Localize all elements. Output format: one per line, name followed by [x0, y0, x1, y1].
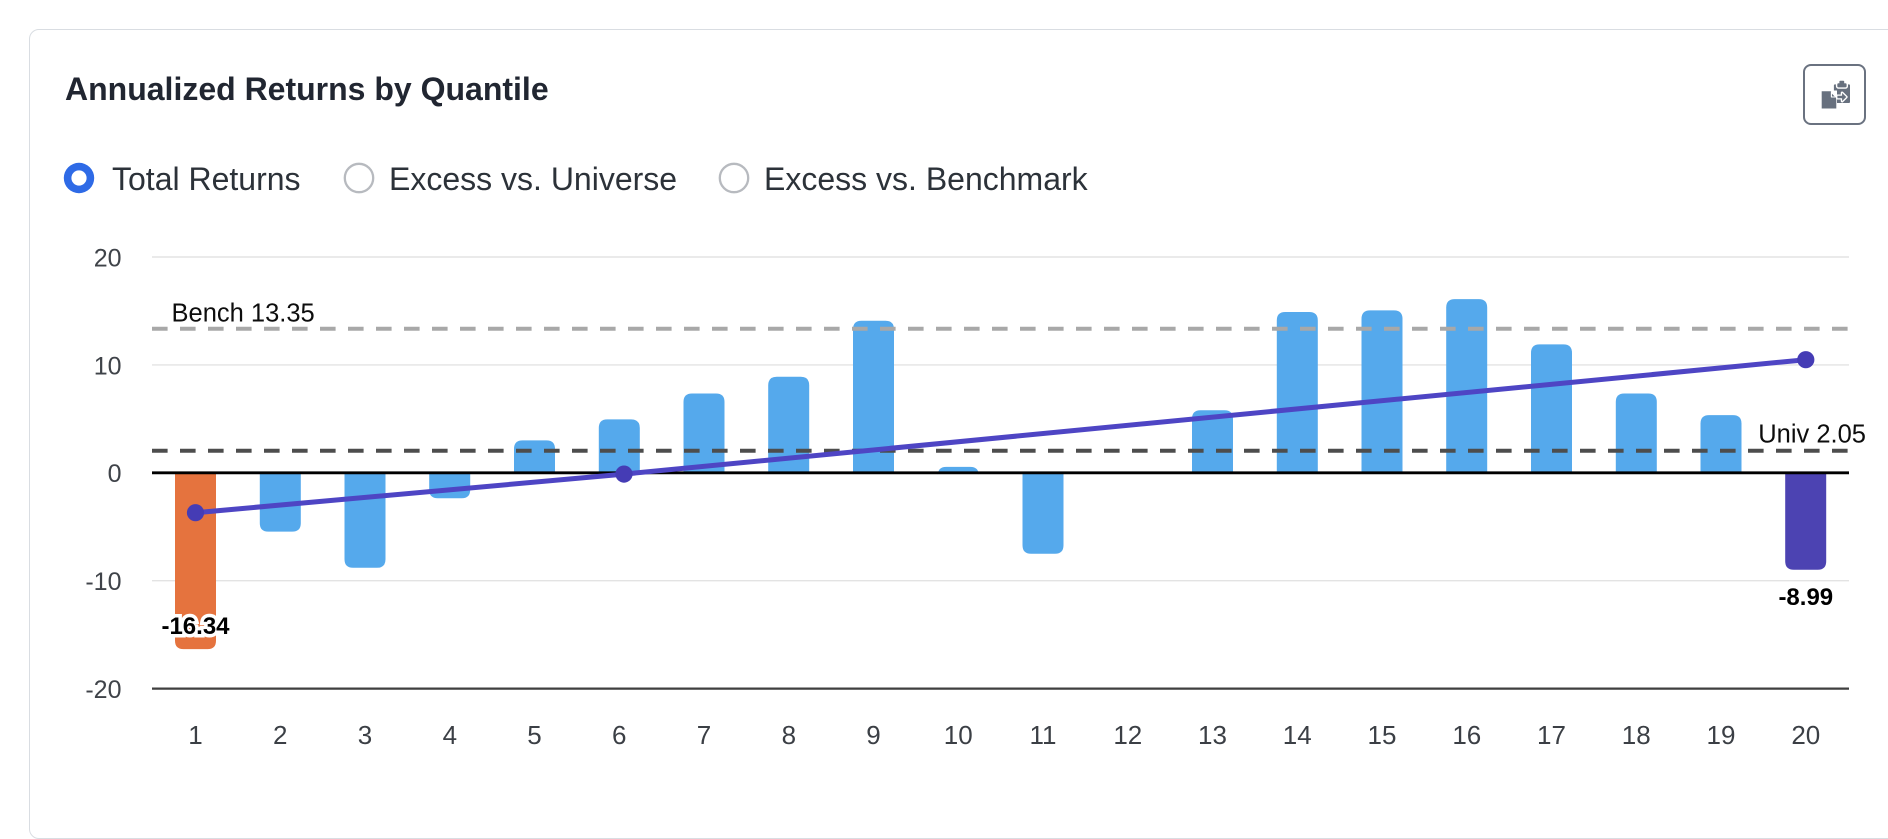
svg-text:-10: -10 [85, 568, 121, 596]
svg-text:19: 19 [1707, 720, 1736, 750]
svg-text:6: 6 [612, 720, 626, 750]
svg-text:5: 5 [527, 720, 541, 750]
svg-text:4: 4 [443, 720, 457, 750]
svg-text:16: 16 [1452, 720, 1481, 750]
svg-text:2: 2 [273, 720, 287, 750]
svg-text:8: 8 [782, 720, 796, 750]
svg-text:7: 7 [697, 720, 711, 750]
svg-text:3: 3 [358, 720, 372, 750]
svg-text:15: 15 [1368, 720, 1397, 750]
svg-text:9: 9 [866, 720, 880, 750]
svg-text:17: 17 [1537, 720, 1566, 750]
svg-text:-8.99: -8.99 [1778, 584, 1833, 611]
svg-text:-20: -20 [85, 676, 121, 704]
svg-text:10: 10 [944, 720, 973, 750]
svg-text:10: 10 [94, 352, 122, 380]
svg-text:0: 0 [108, 460, 122, 488]
svg-text:Univ 2.05: Univ 2.05 [1758, 421, 1866, 449]
svg-text:20: 20 [94, 244, 122, 272]
svg-text:12: 12 [1113, 720, 1142, 750]
svg-text:11: 11 [1030, 720, 1057, 750]
svg-text:20: 20 [1791, 720, 1820, 750]
svg-text:13: 13 [1198, 720, 1227, 750]
svg-text:18: 18 [1622, 720, 1651, 750]
svg-text:14: 14 [1283, 720, 1312, 750]
svg-text:1: 1 [188, 720, 202, 750]
svg-text:-16.34: -16.34 [161, 613, 230, 640]
svg-text:Bench 13.35: Bench 13.35 [172, 300, 315, 328]
